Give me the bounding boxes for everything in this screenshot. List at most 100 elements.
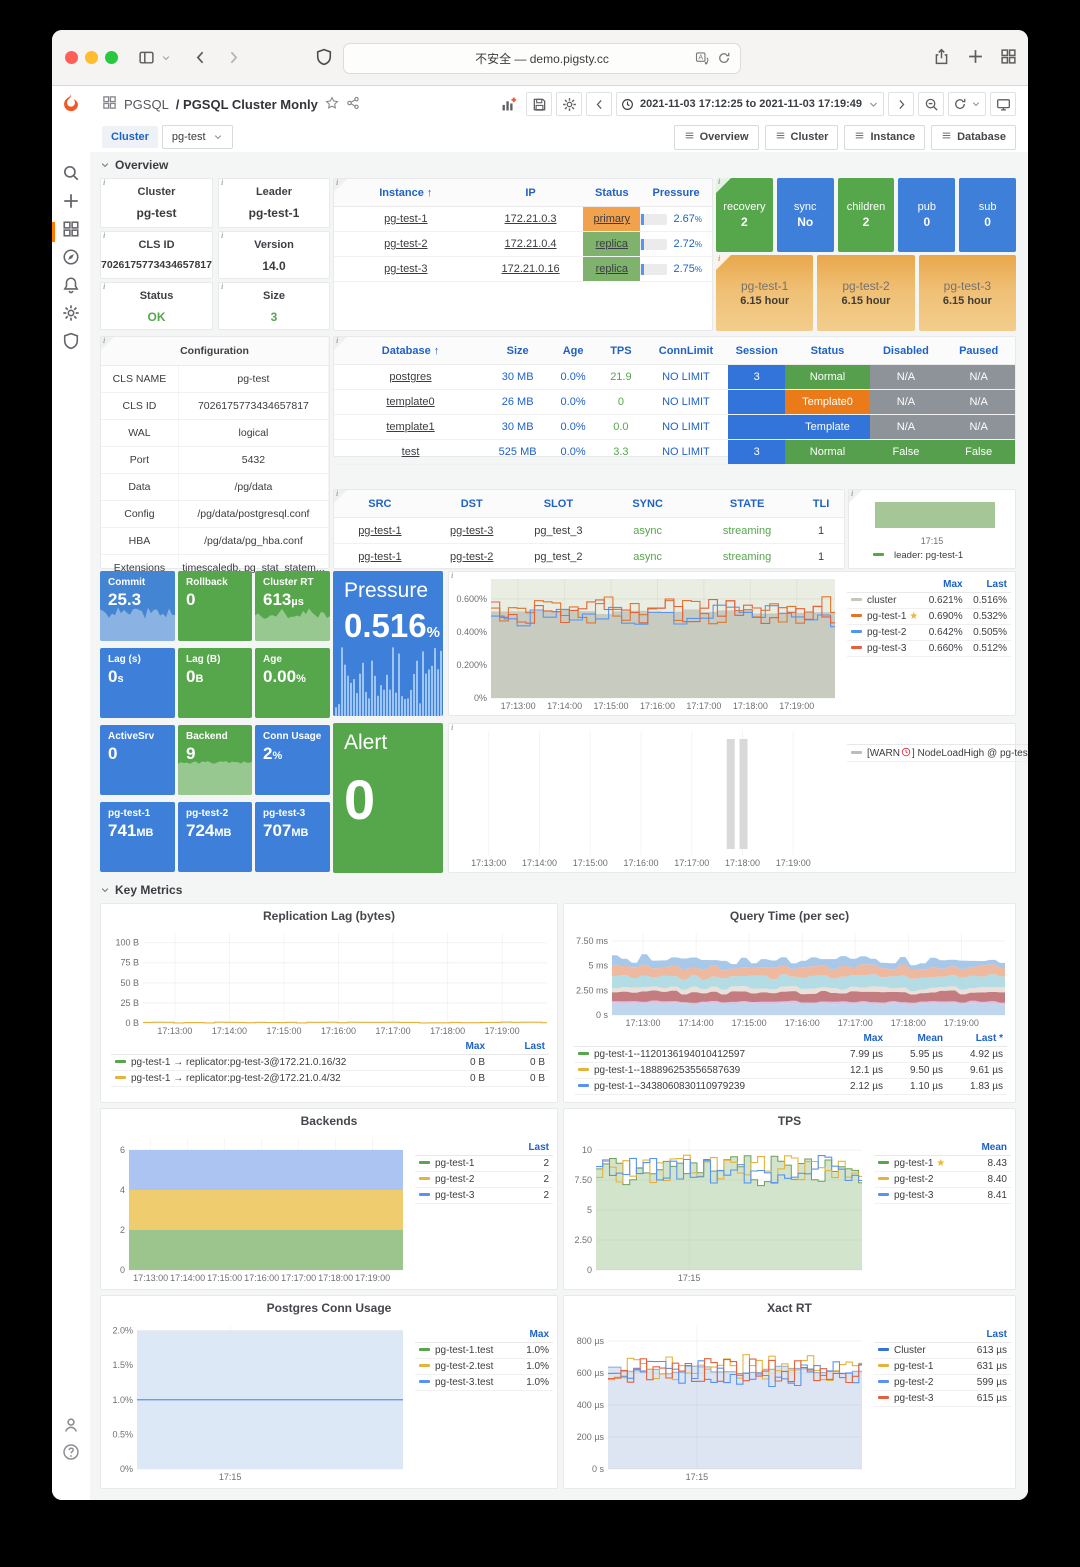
metric-tile-backend[interactable]: Backend 9 [178, 725, 252, 795]
dashboard-settings-button[interactable] [556, 92, 582, 116]
uptime-tile-pg-test-3[interactable]: pg-test-3 6.15 hour [918, 255, 1016, 331]
role-tile-children[interactable]: children 2 [837, 178, 895, 252]
panel-title[interactable]: Query Time (per sec) [729, 909, 850, 923]
role-tile-sync[interactable]: sync No [776, 178, 834, 252]
sidebar-alerting-icon[interactable] [62, 276, 80, 294]
panel-title[interactable]: Postgres Conn Usage [266, 1301, 392, 1315]
panel-info-icon[interactable]: i [718, 254, 721, 263]
metric-tile-pg-test-2[interactable]: pg-test-2 724MB [178, 802, 252, 872]
breadcrumb-app[interactable]: PGSQL [124, 96, 169, 112]
metric-tile-rollback[interactable]: Rollback 0 [178, 571, 252, 641]
legend-row[interactable]: pg-test-1 → replicator:pg-test-2@172.21.… [111, 1070, 549, 1087]
column-header[interactable]: DST [425, 490, 518, 518]
legend-row[interactable]: [WARN] NodeLoadHigh @ pg-test-2 [847, 744, 1028, 762]
user-avatar[interactable] [62, 1416, 80, 1434]
panel-info-icon[interactable]: i [103, 282, 106, 291]
tab-overview-icon[interactable] [1000, 48, 1017, 65]
pressure-stat-tile[interactable]: Pressure 0.516% [333, 571, 443, 716]
src-link[interactable]: pg-test-1 [358, 550, 402, 563]
database-link[interactable]: postgres [389, 371, 432, 383]
nav-link-instance[interactable]: Instance [844, 124, 926, 150]
column-header[interactable]: SRC [334, 490, 426, 518]
column-header[interactable]: Instance ↑ [334, 179, 478, 207]
metric-tile-pg-test-1[interactable]: pg-test-1 741MB [100, 802, 175, 872]
sidebar-search-icon[interactable] [62, 164, 80, 182]
panel-info-icon[interactable]: i [221, 282, 224, 291]
column-header[interactable]: Size [487, 337, 549, 365]
panel-title[interactable]: TPS [777, 1114, 802, 1128]
legend-row[interactable]: pg-test-3.test 1.0% [415, 1374, 553, 1391]
legend-row[interactable]: pg-test-2 599 µs [874, 1374, 1011, 1391]
metric-tile-lags[interactable]: Lag (s) 0s [100, 648, 175, 718]
panel-info-icon[interactable]: i [718, 177, 721, 186]
apps-icon[interactable] [102, 95, 117, 113]
column-header[interactable]: Paused [942, 337, 1015, 365]
sidebar-chevron-icon[interactable] [161, 53, 171, 63]
stat-panel-leader[interactable]: i Leader pg-test-1 [218, 178, 330, 228]
column-header[interactable]: Database ↑ [334, 337, 488, 365]
metric-tile-clusterrt[interactable]: Cluster RT 613µs [255, 571, 330, 641]
share-icon[interactable] [933, 48, 950, 65]
add-panel-button[interactable] [495, 92, 522, 116]
stat-panel-status[interactable]: i Status OK [100, 282, 213, 330]
sidebar-server-admin-icon[interactable] [62, 332, 80, 350]
column-header[interactable]: SLOT [517, 490, 600, 518]
nav-link-cluster[interactable]: Cluster [764, 124, 839, 150]
legend-row[interactable]: cluster 0.621% 0.516% [847, 592, 1011, 609]
legend-row[interactable]: pg-test-3 2 [415, 1187, 553, 1204]
column-header[interactable]: Status [785, 337, 870, 365]
stat-panel-cls-id[interactable]: i CLS ID 7026175773434657817 [100, 231, 213, 279]
panel-info-icon[interactable]: i [336, 178, 339, 187]
legend-row[interactable]: pg-test-1 ★ 8.43 [874, 1155, 1011, 1172]
window-close-button[interactable] [65, 51, 78, 64]
back-button[interactable] [192, 49, 209, 66]
ip-link[interactable]: 172.21.0.16 [501, 263, 560, 275]
dst-link[interactable]: pg-test-3 [449, 524, 494, 537]
metric-tile-commit[interactable]: Commit 25.3 [100, 571, 175, 641]
instance-link[interactable]: pg-test-1 [384, 213, 428, 225]
column-header[interactable]: Age [548, 337, 598, 365]
panel-info-icon[interactable]: i [336, 489, 339, 498]
column-header[interactable]: Session [728, 337, 786, 365]
role-tile-pub[interactable]: pub 0 [898, 178, 956, 252]
panel-title[interactable]: Backends [300, 1114, 358, 1128]
metric-tile-activesrv[interactable]: ActiveSrv 0 [100, 725, 175, 795]
panel-info-icon[interactable]: i [103, 336, 106, 345]
section-key-metrics[interactable]: Key Metrics [100, 883, 182, 897]
sidebar-plus-icon[interactable] [62, 192, 80, 210]
status-badge[interactable]: replica [595, 263, 629, 275]
window-zoom-button[interactable] [105, 51, 118, 64]
legend-row[interactable]: pg-test-1.test 1.0% [415, 1342, 553, 1359]
sidebar-explore-icon[interactable] [62, 248, 80, 266]
database-link[interactable]: template0 [386, 396, 435, 408]
zoom-out-button[interactable] [918, 92, 944, 116]
status-badge[interactable]: primary [593, 213, 631, 225]
new-tab-icon[interactable] [967, 48, 984, 65]
metric-tile-age[interactable]: Age 0.00% [255, 648, 330, 718]
sidebar-toggle-icon[interactable] [138, 49, 155, 66]
save-dashboard-button[interactable] [526, 92, 552, 116]
uptime-tile-pg-test-2[interactable]: pg-test-2 6.15 hour [817, 255, 915, 331]
section-overview[interactable]: Overview [100, 158, 168, 172]
column-header[interactable]: IP [477, 179, 584, 207]
column-header[interactable]: TPS [597, 337, 644, 365]
panel-info-icon[interactable]: i [336, 336, 339, 345]
column-header[interactable]: Pressure [640, 179, 712, 207]
privacy-shield-icon[interactable] [315, 48, 333, 66]
legend-row[interactable]: pg-test-1 ★ 0.690% 0.532% [847, 608, 1011, 625]
status-badge[interactable]: replica [595, 238, 629, 250]
legend-row[interactable]: Cluster 613 µs [874, 1342, 1011, 1359]
translate-icon[interactable] [695, 51, 710, 69]
share-dashboard-icon[interactable] [346, 96, 360, 113]
refresh-button[interactable] [948, 92, 986, 116]
window-minimize-button[interactable] [85, 51, 98, 64]
alert-stat-tile[interactable]: Alert 0 [333, 723, 443, 873]
src-link[interactable]: pg-test-1 [358, 524, 402, 537]
nav-link-overview[interactable]: Overview [673, 124, 759, 150]
uptime-tile-pg-test-1[interactable]: i pg-test-1 6.15 hour [716, 254, 814, 331]
stat-panel-cluster[interactable]: i Cluster pg-test [100, 178, 213, 228]
role-tile-recovery[interactable]: i recovery 2 [716, 177, 773, 252]
panel-info-icon[interactable]: i [851, 489, 854, 498]
legend-row[interactable]: pg-test-2 8.40 [874, 1171, 1011, 1188]
column-header[interactable]: SYNC [599, 490, 697, 518]
